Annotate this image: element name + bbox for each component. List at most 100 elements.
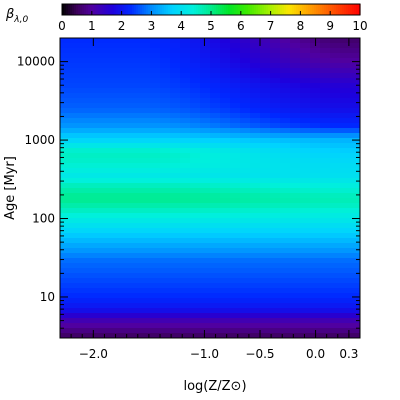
heatmap-cell: [220, 188, 231, 194]
colorbar-strip: [310, 4, 313, 15]
heatmap-cell: [160, 123, 171, 129]
heatmap-cell: [80, 53, 91, 59]
heatmap-cell: [110, 303, 121, 309]
heatmap-cell: [130, 68, 141, 74]
colorbar-strip: [186, 4, 189, 15]
heatmap-cell: [290, 63, 301, 69]
heatmap: [60, 38, 361, 339]
heatmap-cell: [270, 283, 281, 289]
colorbar-strip: [102, 4, 105, 15]
heatmap-cell: [290, 303, 301, 309]
heatmap-cell: [290, 233, 301, 239]
heatmap-cell: [330, 158, 341, 164]
heatmap-cell: [60, 328, 71, 334]
heatmap-cell: [240, 238, 251, 244]
heatmap-cell: [110, 128, 121, 134]
heatmap-cell: [130, 193, 141, 199]
heatmap-cell: [220, 258, 231, 264]
heatmap-cell: [280, 233, 291, 239]
heatmap-cell: [200, 88, 211, 94]
heatmap-cell: [270, 328, 281, 334]
heatmap-cell: [210, 258, 221, 264]
heatmap-cell: [250, 198, 261, 204]
heatmap-cell: [350, 303, 361, 309]
heatmap-cell: [60, 128, 71, 134]
heatmap-cell: [130, 198, 141, 204]
heatmap-cell: [340, 183, 351, 189]
heatmap-cell: [130, 313, 141, 319]
heatmap-cell: [150, 153, 161, 159]
heatmap-cell: [110, 268, 121, 274]
heatmap-cell: [260, 148, 271, 154]
heatmap-cell: [290, 98, 301, 104]
x-axis-label: log(Z/Z⊙): [183, 379, 246, 394]
heatmap-cell: [220, 203, 231, 209]
heatmap-cell: [110, 288, 121, 294]
heatmap-cell: [150, 58, 161, 64]
heatmap-cell: [310, 53, 321, 59]
heatmap-cell: [260, 173, 271, 179]
colorbar-strip: [176, 4, 179, 15]
heatmap-cell: [180, 173, 191, 179]
heatmap-cell: [150, 48, 161, 54]
heatmap-cell: [340, 223, 351, 229]
heatmap-cell: [320, 333, 331, 339]
heatmap-cell: [310, 68, 321, 74]
heatmap-cell: [290, 173, 301, 179]
heatmap-cell: [60, 278, 71, 284]
heatmap-cell: [70, 128, 81, 134]
heatmap-cell: [190, 48, 201, 54]
heatmap-cell: [270, 88, 281, 94]
heatmap-cell: [170, 128, 181, 134]
heatmap-cell: [70, 263, 81, 269]
heatmap-cell: [160, 78, 171, 84]
heatmap-cell: [100, 38, 111, 44]
colorbar-strip: [256, 4, 259, 15]
heatmap-cell: [340, 208, 351, 214]
heatmap-cell: [60, 218, 71, 224]
heatmap-cell: [70, 158, 81, 164]
heatmap-cell: [330, 63, 341, 69]
heatmap-cell: [170, 118, 181, 124]
heatmap-cell: [150, 53, 161, 59]
colorbar-strip: [316, 4, 319, 15]
heatmap-cell: [270, 68, 281, 74]
heatmap-cell: [220, 178, 231, 184]
heatmap-cell: [250, 48, 261, 54]
heatmap-cell: [320, 293, 331, 299]
heatmap-cell: [340, 268, 351, 274]
heatmap-cell: [230, 283, 241, 289]
heatmap-cell: [150, 213, 161, 219]
heatmap-cell: [160, 118, 171, 124]
heatmap-cell: [300, 83, 311, 89]
colorbar-strip: [198, 4, 201, 15]
heatmap-cell: [130, 148, 141, 154]
heatmap-cell: [140, 88, 151, 94]
heatmap-cell: [150, 108, 161, 114]
heatmap-cell: [150, 278, 161, 284]
heatmap-cell: [80, 128, 91, 134]
heatmap-cell: [160, 158, 171, 164]
heatmap-cell: [190, 98, 201, 104]
heatmap-cell: [250, 178, 261, 184]
heatmap-cell: [240, 78, 251, 84]
heatmap-cell: [250, 293, 261, 299]
heatmap-cell: [130, 43, 141, 49]
heatmap-cell: [130, 183, 141, 189]
heatmap-cell: [230, 38, 241, 44]
colorbar-strip: [208, 4, 211, 15]
heatmap-cell: [350, 233, 361, 239]
heatmap-cell: [130, 58, 141, 64]
heatmap-cell: [270, 318, 281, 324]
colorbar-strip: [142, 4, 145, 15]
heatmap-cell: [100, 113, 111, 119]
heatmap-cell: [230, 248, 241, 254]
heatmap-cell: [290, 158, 301, 164]
heatmap-cell: [320, 163, 331, 169]
heatmap-cell: [340, 163, 351, 169]
heatmap-cell: [340, 258, 351, 264]
heatmap-cell: [280, 38, 291, 44]
colorbar-strip: [188, 4, 191, 15]
heatmap-cell: [130, 48, 141, 54]
heatmap-cell: [130, 93, 141, 99]
